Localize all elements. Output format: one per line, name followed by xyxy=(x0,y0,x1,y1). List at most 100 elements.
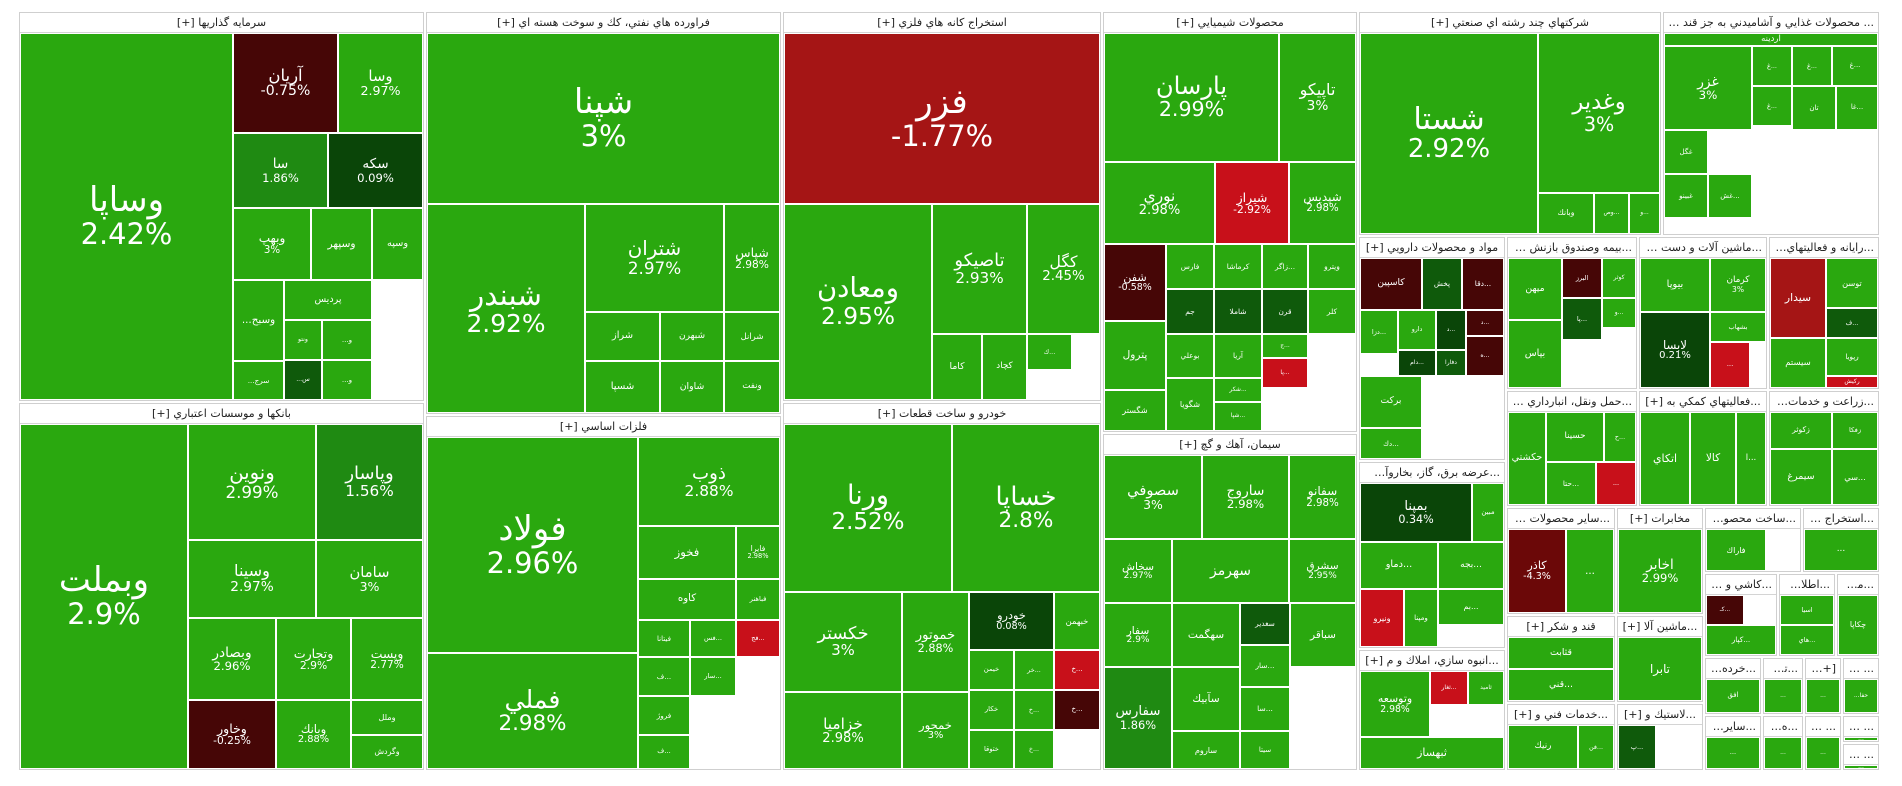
treemap-tile[interactable]: ... xyxy=(1844,765,1878,769)
treemap-tile[interactable]: پرديس xyxy=(284,280,372,320)
treemap-tile[interactable]: زفكا xyxy=(1832,412,1878,449)
treemap-tile[interactable]: ومپنا xyxy=(1404,589,1438,647)
treemap-tile[interactable]: وملل xyxy=(351,700,423,735)
treemap-tile[interactable]: ...د xyxy=(1466,310,1504,336)
treemap-tile[interactable]: تان xyxy=(1792,86,1836,130)
treemap-tile[interactable]: ... xyxy=(1764,679,1802,713)
treemap-tile[interactable]: غگل xyxy=(1664,130,1708,174)
treemap-tile[interactable]: سآبيك xyxy=(1172,667,1240,731)
treemap-tile[interactable]: ويترو xyxy=(1308,244,1356,289)
treemap-tile[interactable]: ...دك xyxy=(1360,428,1422,459)
treemap-tile[interactable]: پترول xyxy=(1104,321,1166,390)
treemap-tile[interactable]: ...و xyxy=(1629,193,1660,234)
treemap-tile[interactable]: حسينا xyxy=(1546,412,1604,462)
sector-title[interactable]: شركتهاي چند رشته اي صنعتي [+] xyxy=(1360,13,1660,33)
treemap-tile[interactable]: ومعادن 2.95% xyxy=(784,204,932,400)
treemap-tile[interactable]: وبهپ 3% xyxy=(233,208,311,280)
treemap-tile[interactable]: سرج... xyxy=(233,361,284,400)
treemap-tile[interactable]: ...سا xyxy=(1240,687,1290,731)
sector-title[interactable]: فلزات اساسي [+] xyxy=(427,417,780,437)
treemap-tile[interactable]: شگويا xyxy=(1166,378,1214,431)
treemap-tile[interactable]: سامان 3% xyxy=(316,540,423,618)
treemap-tile[interactable]: سباقر xyxy=(1290,603,1356,667)
treemap-tile[interactable]: كالا xyxy=(1690,412,1736,505)
treemap-tile[interactable]: فخوز xyxy=(638,526,736,579)
sector-title[interactable]: ...زراعت و خدمات وا [+] xyxy=(1770,392,1878,412)
treemap-tile[interactable]: وبانك xyxy=(1538,193,1594,234)
treemap-tile[interactable]: ...هاي xyxy=(1780,625,1834,655)
sector-title[interactable]: ...انبوه سازي، املاك و م [+] xyxy=(1360,651,1504,671)
sector-title[interactable]: ...عرضه برق، گاز، بخاروآب [+] xyxy=(1360,463,1504,483)
treemap-tile[interactable]: آردينه xyxy=(1664,33,1878,46)
treemap-tile[interactable]: زكوثر xyxy=(1770,412,1832,449)
treemap-tile[interactable]: ...پا xyxy=(1262,358,1308,388)
treemap-tile[interactable]: ذوب 2.88% xyxy=(638,437,780,526)
treemap-tile[interactable]: ...شپا xyxy=(1214,402,1262,431)
sector-title[interactable]: ...كاشي و [+] xyxy=(1706,575,1776,595)
treemap-tile[interactable]: تاصيكو 2.93% xyxy=(932,204,1027,334)
treemap-tile[interactable]: ورنا 2.52% xyxy=(784,424,952,592)
treemap-tile[interactable]: دفارا xyxy=(1436,350,1466,376)
sector-title[interactable]: ...خدمات فني و [+] xyxy=(1508,705,1614,725)
treemap-tile[interactable]: ...غ xyxy=(1752,46,1792,86)
treemap-tile[interactable]: ...ا xyxy=(1736,412,1766,505)
treemap-tile[interactable]: جم xyxy=(1166,289,1214,334)
treemap-tile[interactable]: وبصادر 2.96% xyxy=(188,618,276,700)
treemap-tile[interactable]: خكستر 3% xyxy=(784,592,902,692)
treemap-tile[interactable]: حكشتي xyxy=(1508,412,1546,505)
sector-title[interactable]: استخراج كانه هاي فلزي [+] xyxy=(784,13,1100,33)
treemap-tile[interactable]: رپويا xyxy=(1826,338,1878,376)
treemap-tile[interactable]: سهگمت xyxy=(1172,603,1240,667)
treemap-tile[interactable]: خودرو 0.08% xyxy=(969,592,1054,650)
sector-title[interactable]: خودرو و ساخت قطعات [+] xyxy=(784,404,1100,424)
treemap-tile[interactable]: سغدير xyxy=(1240,603,1290,645)
sector-title[interactable]: ... [+] xyxy=(1844,717,1878,737)
treemap-tile[interactable]: كگل 2.45% xyxy=(1027,204,1100,334)
treemap-tile[interactable]: ...سار xyxy=(690,657,736,696)
treemap-tile[interactable]: ...كپار xyxy=(1706,625,1776,655)
treemap-tile[interactable]: وخاور -0.25% xyxy=(188,700,276,769)
treemap-tile[interactable]: ...ج xyxy=(1262,334,1308,358)
treemap-tile[interactable]: ...شكر xyxy=(1214,378,1262,402)
treemap-tile[interactable]: رنيك xyxy=(1508,725,1578,769)
treemap-tile[interactable]: وپاسار 1.56% xyxy=(316,424,423,540)
treemap-tile[interactable]: ...غش xyxy=(1708,174,1752,218)
treemap-tile[interactable]: سيتا xyxy=(1240,731,1290,769)
treemap-tile[interactable]: ...فج xyxy=(736,620,780,657)
treemap-tile[interactable]: سفار 2.9% xyxy=(1104,603,1172,667)
treemap-tile[interactable]: توسن xyxy=(1826,258,1878,308)
treemap-tile[interactable]: كاوه xyxy=(638,579,736,620)
treemap-tile[interactable]: سشرق 2.95% xyxy=(1289,539,1356,603)
treemap-tile[interactable]: ...و xyxy=(1602,298,1636,328)
treemap-tile[interactable]: سيستم xyxy=(1770,338,1826,388)
sector-title[interactable]: بانكها و موسسات اعتباري [+] xyxy=(20,404,423,424)
treemap-tile[interactable]: ...كـ xyxy=(1706,595,1744,625)
treemap-tile[interactable]: شپديس 2.98% xyxy=(1289,162,1356,244)
treemap-tile[interactable]: سکه 0.09% xyxy=(328,133,423,208)
treemap-tile[interactable]: ...پا xyxy=(1562,298,1602,340)
treemap-tile[interactable]: ...د xyxy=(1436,310,1466,350)
treemap-tile[interactable]: خساپا 2.8% xyxy=(952,424,1100,592)
treemap-tile[interactable]: ...وص xyxy=(1594,193,1629,234)
treemap-tile[interactable]: خبهمن xyxy=(1054,592,1100,650)
treemap-tile[interactable]: سيمرغ xyxy=(1770,449,1832,505)
treemap-tile[interactable]: پخش xyxy=(1422,258,1462,310)
sector-title[interactable]: ...خرده [+] xyxy=(1706,659,1760,679)
treemap-tile[interactable]: فارس xyxy=(1166,244,1214,289)
treemap-tile[interactable]: وگردش xyxy=(351,735,423,769)
sector-title[interactable]: ...ه [+] xyxy=(1764,717,1802,737)
treemap-tile[interactable]: اسيا xyxy=(1780,595,1834,625)
treemap-tile[interactable]: ...خ xyxy=(1014,690,1054,730)
treemap-tile[interactable]: غبينو xyxy=(1664,174,1708,218)
treemap-tile[interactable]: ...ف xyxy=(1826,308,1878,338)
treemap-tile[interactable]: ساروج 2.98% xyxy=(1202,455,1289,539)
treemap-tile[interactable]: شپاس 2.98% xyxy=(724,204,780,312)
sector-title[interactable]: [+] ... xyxy=(1806,659,1840,679)
treemap-tile[interactable]: ...ح xyxy=(1604,412,1636,462)
treemap-tile[interactable]: دارو xyxy=(1398,310,1436,350)
treemap-tile[interactable]: ...ثغار xyxy=(1430,671,1468,705)
treemap-tile[interactable]: قرن xyxy=(1262,289,1308,334)
treemap-tile[interactable]: فزر -1.77% xyxy=(784,33,1100,204)
treemap-tile[interactable]: وبملت 2.9% xyxy=(20,424,188,769)
treemap-tile[interactable]: ...غا xyxy=(1836,86,1878,130)
